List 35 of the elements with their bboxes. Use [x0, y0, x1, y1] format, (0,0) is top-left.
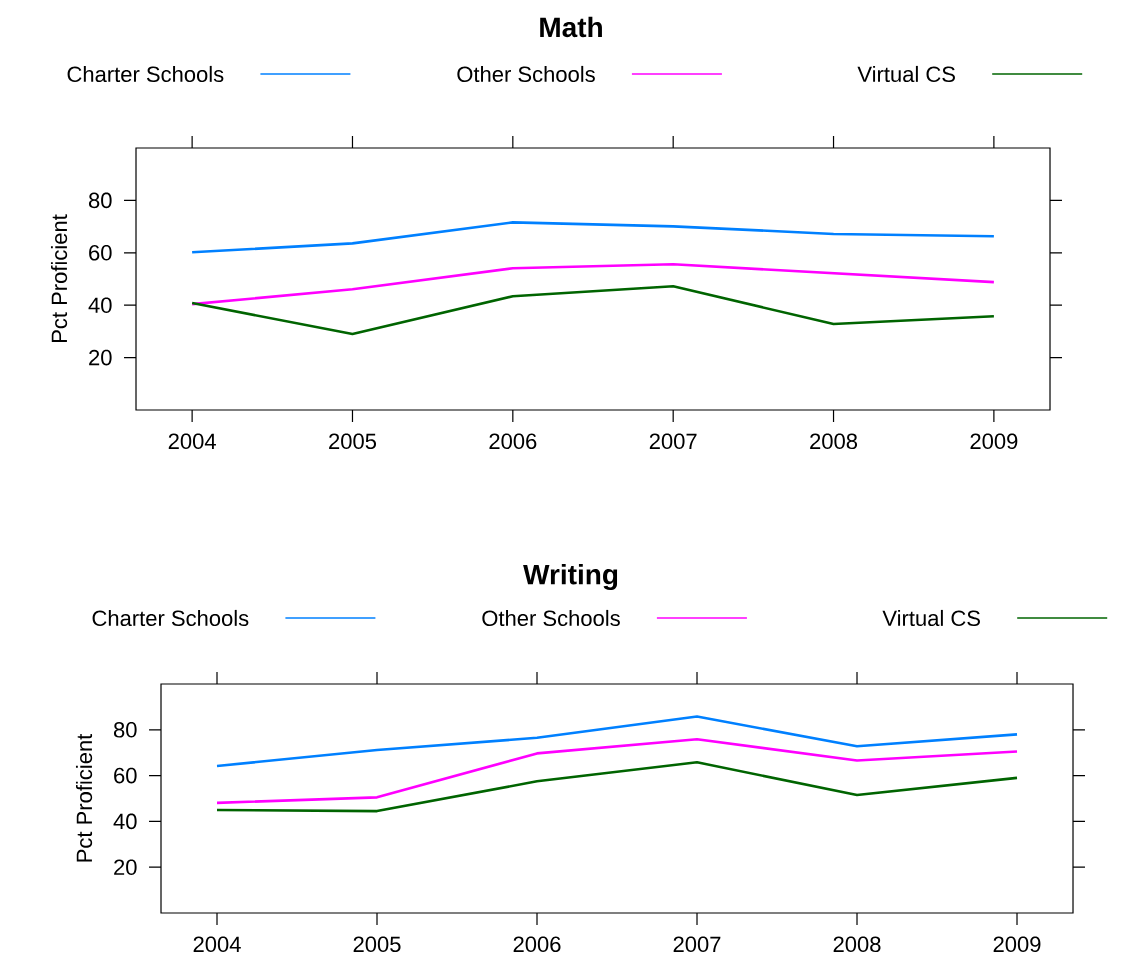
- legend-label: Virtual CS: [882, 609, 980, 627]
- legend-label: Virtual CS: [857, 65, 955, 83]
- line-series: [190, 221, 996, 254]
- legend-label: Other Schools: [482, 609, 620, 627]
- y-tick-label: 20: [89, 349, 112, 366]
- chart-title: Writing: [523, 563, 618, 591]
- y-tick-label: 60: [114, 767, 137, 784]
- line-series: [215, 761, 1019, 813]
- x-tick-label: 2009: [993, 936, 1041, 953]
- x-tick-label: 2004: [193, 936, 241, 953]
- y-tick-label: 80: [113, 722, 137, 738]
- x-tick-label: 2006: [489, 433, 537, 450]
- x-tick-label: 2005: [329, 433, 377, 450]
- x-tick-label: 2008: [810, 433, 858, 450]
- line-series: [215, 737, 1019, 805]
- x-tick-label: 2008: [833, 936, 881, 953]
- legend-label: Charter Schools: [67, 65, 224, 83]
- y-tick-label: 80: [88, 192, 112, 209]
- line-series: [190, 285, 996, 336]
- legend-label: Charter Schools: [92, 609, 249, 627]
- y-tick-label: 40: [113, 813, 137, 830]
- y-tick-label: 40: [88, 297, 112, 313]
- x-tick-label: 2004: [168, 433, 216, 450]
- chart-title: Math: [540, 16, 602, 38]
- line-series: [215, 715, 1019, 768]
- legend-label: Other Schools: [457, 65, 595, 83]
- y-tick-label: 60: [89, 245, 112, 261]
- y-axis-title: Pct Proficient: [75, 733, 93, 862]
- x-tick-label: 2006: [513, 936, 561, 953]
- x-tick-label: 2009: [970, 433, 1018, 450]
- y-tick-label: 20: [114, 859, 137, 875]
- y-axis-title: Pct Proficient: [50, 214, 68, 342]
- x-tick-label: 2005: [353, 936, 401, 953]
- x-tick-label: 2007: [673, 936, 721, 953]
- x-tick-label: 2007: [649, 433, 697, 450]
